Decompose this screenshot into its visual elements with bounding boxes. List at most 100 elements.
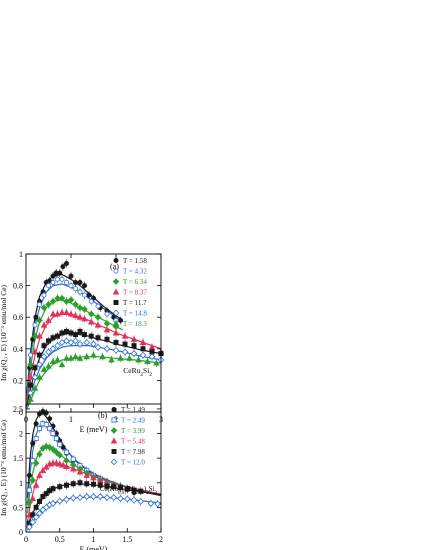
data-point <box>67 296 75 304</box>
panel-label: (a) <box>110 262 119 271</box>
data-point <box>77 480 83 486</box>
data-point <box>117 354 124 361</box>
series-4-points <box>27 308 165 382</box>
data-point <box>45 348 52 356</box>
data-point <box>96 493 104 500</box>
legend-entry: T = 11.7 <box>123 299 147 307</box>
data-point <box>31 384 39 391</box>
data-point <box>82 332 88 338</box>
data-point <box>58 339 66 346</box>
data-point <box>40 304 48 312</box>
series-4-points <box>26 459 124 519</box>
data-point <box>32 481 40 488</box>
data-point <box>40 321 48 328</box>
data-point <box>63 463 70 470</box>
data-point <box>154 500 161 508</box>
data-point <box>131 487 137 493</box>
data-point <box>139 351 147 359</box>
legend-marker <box>110 458 118 466</box>
data-point <box>103 326 111 333</box>
data-point <box>50 486 56 492</box>
data-point <box>41 292 47 298</box>
data-point <box>45 316 52 323</box>
data-point <box>70 481 76 487</box>
data-point <box>64 279 70 285</box>
panel-label: (b) <box>98 411 108 420</box>
data-point <box>147 500 155 507</box>
data-point <box>113 339 119 345</box>
data-point <box>94 321 102 328</box>
data-point <box>59 330 65 336</box>
data-point <box>77 328 83 334</box>
legend-entry: T = 18.3 <box>123 320 147 328</box>
data-point <box>73 332 79 338</box>
data-point <box>130 335 138 342</box>
data-point <box>27 361 34 368</box>
data-point <box>32 365 38 371</box>
data-point <box>37 352 43 358</box>
legend-entry: T = 5.48 <box>121 438 145 446</box>
data-point <box>76 468 84 475</box>
data-point <box>31 348 39 355</box>
data-point <box>55 333 61 339</box>
data-point <box>84 481 90 487</box>
legend-entry: T = 1.49 <box>121 406 145 414</box>
data-point <box>95 303 101 309</box>
legend-entry: T = 2.49 <box>121 417 145 425</box>
data-point <box>83 471 91 478</box>
data-point <box>32 322 38 328</box>
series-6-points <box>26 492 161 532</box>
compound-label: CeRu2Si2 <box>123 366 152 378</box>
data-point <box>49 310 57 317</box>
data-point <box>130 496 138 504</box>
data-point <box>103 345 111 353</box>
data-point <box>77 289 83 295</box>
data-point <box>63 298 70 305</box>
legend: T = 1.58 T = 4.32 T = 6.34 T = 8.37 T = 11.7… <box>112 257 147 328</box>
data-point <box>37 498 43 504</box>
data-point <box>112 347 120 354</box>
data-point <box>33 421 39 427</box>
data-point <box>81 315 88 322</box>
data-point <box>49 500 57 507</box>
data-point <box>36 450 43 458</box>
data-point <box>36 332 43 339</box>
data-point <box>58 294 66 302</box>
data-point <box>67 339 75 346</box>
data-point <box>64 449 70 455</box>
data-point <box>73 279 79 285</box>
data-point <box>94 343 102 351</box>
y-tick-label: 1 <box>19 479 23 488</box>
data-point <box>37 411 43 417</box>
data-point <box>26 472 32 478</box>
data-point <box>87 318 95 325</box>
data-point <box>32 459 40 467</box>
data-point <box>50 279 56 285</box>
data-point <box>59 461 67 468</box>
series-3-points <box>27 294 120 369</box>
compound-text: CeRu <box>123 366 140 375</box>
legend-marker <box>111 417 117 423</box>
data-point <box>50 273 56 279</box>
data-point <box>27 395 34 402</box>
data-point <box>103 494 111 501</box>
data-point <box>94 313 102 321</box>
data-point <box>63 354 70 361</box>
compound-text: Rh <box>127 485 136 493</box>
data-point <box>76 313 84 320</box>
data-point <box>118 485 124 491</box>
y-tick-label: 0 <box>19 408 23 417</box>
data-point <box>43 422 49 428</box>
data-point <box>60 264 66 270</box>
data-point <box>104 483 110 489</box>
y-tick-label: 2.5 <box>13 405 23 414</box>
legend-entry: T = 6.34 <box>123 278 147 286</box>
legend: T = 1.49 T = 2.49 T = 3.99 T = 5.48 T = 7.98… <box>110 406 145 467</box>
data-point <box>123 495 131 503</box>
data-point <box>81 306 88 313</box>
data-point <box>126 354 133 361</box>
series-7-points <box>27 351 160 404</box>
data-point <box>88 333 94 339</box>
compound-label: Ce(Ru0.97Rh0.03)2Si2 <box>100 485 158 496</box>
compound-subscript: 0.97 <box>118 490 127 496</box>
